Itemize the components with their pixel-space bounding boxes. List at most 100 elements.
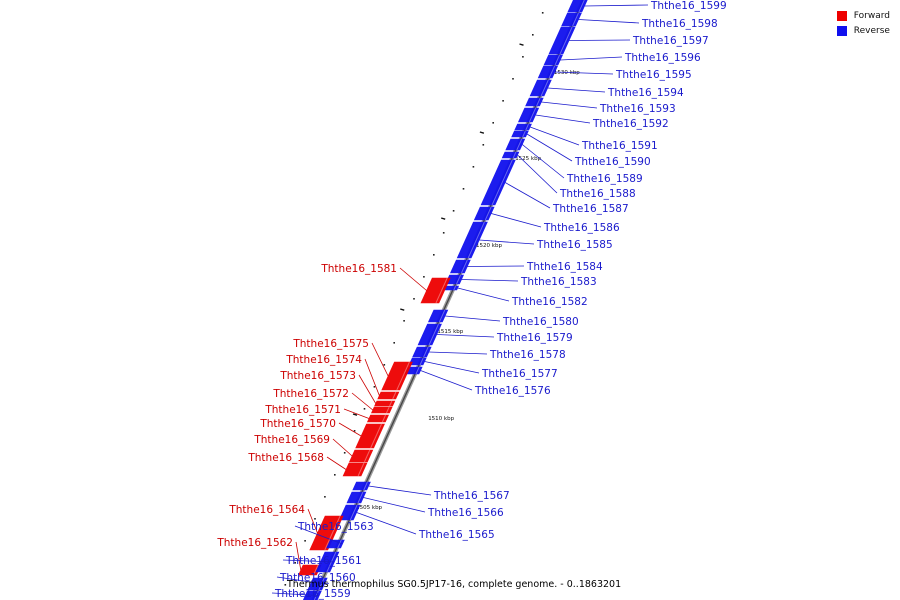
leader-line-16 (461, 279, 519, 282)
gene-highlight-4 (548, 65, 556, 79)
gene-label-28: Ththe16_1571 (264, 404, 341, 416)
leader-line-4 (554, 71, 614, 75)
gene-block-20 (417, 323, 442, 346)
gene-highlight-25 (392, 391, 397, 400)
gene-highlight-0 (578, 0, 585, 13)
gene-label-9: Ththe16_1590 (574, 156, 651, 168)
gene-highlight-39 (318, 577, 325, 591)
tick-dot (492, 122, 494, 124)
gene-label-31: Ththe16_1568 (247, 452, 324, 464)
gene-label-29: Ththe16_1570 (259, 418, 336, 430)
gene-label-21: Ththe16_1578 (489, 349, 566, 361)
tick-dot (343, 452, 346, 454)
tick-dash (400, 308, 405, 311)
gene-label-34: Ththe16_1565 (418, 529, 495, 541)
gene-label-30: Ththe16_1569 (253, 434, 330, 446)
gene-block-0 (567, 0, 588, 13)
gene-block-2 (548, 26, 576, 55)
tick-dash (440, 217, 446, 220)
leader-line-32 (368, 485, 432, 496)
tick-label-3: 1515 kbp (437, 329, 463, 335)
tick-dot (482, 144, 485, 146)
gene-label-24: Ththe16_1575 (292, 338, 369, 350)
gene-label-0: Ththe16_1599 (650, 0, 727, 12)
gene-label-3: Ththe16_1596 (624, 52, 701, 64)
leader-line-26 (358, 374, 377, 404)
leader-line-1 (578, 19, 640, 24)
tick-dot (462, 188, 465, 190)
leader-line-30 (332, 438, 353, 457)
gene-block-13 (473, 206, 495, 221)
gene-label-15: Ththe16_1584 (526, 261, 603, 273)
tick-dot (403, 320, 405, 322)
leader-line-10 (522, 144, 565, 179)
gene-block-34 (338, 504, 361, 521)
legend-forward-label: Forward (853, 10, 890, 21)
gene-label-1: Ththe16_1598 (641, 18, 718, 30)
leader-line-29 (338, 422, 362, 437)
gene-highlight-6 (536, 97, 541, 107)
genome-caption: Thermus thermophilus SG0.5JP17-16, compl… (287, 579, 622, 590)
gene-label-39: Ththe16_1560 (279, 572, 356, 584)
gene-block-10 (505, 138, 526, 151)
gene-label-14: Ththe16_1585 (536, 239, 613, 251)
legend-reverse-swatch (836, 25, 847, 36)
leader-line-3 (560, 56, 623, 61)
leader-line-39 (276, 576, 325, 585)
gene-block-7 (517, 107, 540, 123)
tick-label-2: 1520 kbp (476, 243, 502, 249)
gene-block-26 (374, 400, 396, 407)
gene-label-18: Ththe16_1581 (320, 263, 397, 275)
tick-dot (393, 342, 395, 344)
gene-block-32 (352, 481, 371, 491)
gene-block-21 (412, 346, 432, 358)
tick-dot (532, 34, 534, 36)
gene-highlight-27 (385, 406, 390, 414)
tick-dot (442, 232, 445, 234)
gene-label-38: Ththe16_1561 (285, 555, 362, 567)
leader-line-2 (569, 39, 631, 41)
legend-forward: Forward (836, 8, 890, 23)
gene-highlight-30 (363, 449, 371, 463)
gene-highlight-29 (370, 423, 382, 449)
gene-label-11: Ththe16_1588 (559, 188, 636, 200)
gene-block-29 (355, 423, 385, 449)
gene-block-8 (514, 123, 532, 131)
leader-line-6 (541, 101, 598, 109)
leader-line-23 (420, 370, 473, 391)
gene-block-37 (298, 564, 322, 576)
gene-block-28 (366, 414, 390, 423)
leader-line-14 (479, 239, 535, 245)
leader-line-33 (363, 497, 426, 513)
gene-highlight-28 (381, 414, 387, 423)
gene-label-16: Ththe16_1583 (520, 276, 597, 288)
gene-label-35: Ththe16_1564 (228, 504, 305, 516)
gene-label-22: Ththe16_1577 (481, 368, 558, 380)
gene-highlight-12 (491, 159, 513, 206)
leader-line-40 (271, 592, 320, 596)
gene-highlight-3 (554, 54, 561, 66)
tick-dot (452, 210, 455, 212)
gene-label-37: Ththe16_1562 (216, 537, 293, 549)
gene-block-39 (307, 577, 328, 591)
leader-line-8 (530, 126, 580, 146)
gene-label-4: Ththe16_1595 (615, 69, 692, 81)
gene-highlight-21 (423, 346, 429, 358)
gene-block-4 (537, 65, 559, 79)
tick-dot (334, 474, 336, 476)
gene-block-3 (543, 54, 564, 66)
gene-highlight-31 (357, 462, 365, 477)
tick-dot (294, 562, 296, 564)
gene-block-27 (370, 406, 393, 414)
leader-line-15 (467, 265, 525, 267)
gene-block-6 (525, 97, 544, 107)
gene-highlight-13 (484, 206, 492, 221)
tick-dot (502, 100, 504, 102)
gene-highlight-18 (435, 277, 448, 304)
gene-highlight-15 (460, 259, 468, 274)
leader-line-11 (517, 154, 558, 194)
gene-block-1 (561, 12, 582, 27)
gene-label-2: Ththe16_1597 (632, 35, 709, 47)
gene-highlight-22 (419, 357, 424, 366)
gene-label-23: Ththe16_1576 (474, 385, 551, 397)
